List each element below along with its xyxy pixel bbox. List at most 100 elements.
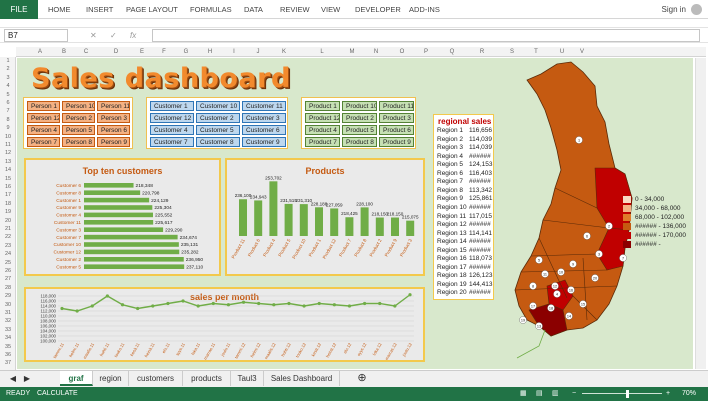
- column-header-M[interactable]: M: [349, 49, 355, 55]
- product-bar[interactable]: [239, 199, 247, 236]
- tab-data[interactable]: DATA: [244, 5, 263, 14]
- sign-in-link[interactable]: Sign in: [661, 5, 686, 14]
- row-header-26[interactable]: 26: [4, 268, 12, 274]
- row-header-15[interactable]: 15: [4, 175, 12, 182]
- map-marker[interactable]: [553, 290, 561, 298]
- row-header-37[interactable]: 37: [4, 360, 12, 367]
- map-marker[interactable]: [529, 302, 537, 310]
- monthly-sales-point[interactable]: [75, 309, 79, 313]
- status-calculate[interactable]: CALCULATE: [37, 390, 78, 397]
- row-header-18[interactable]: 18: [4, 200, 12, 207]
- avatar[interactable]: [691, 4, 702, 15]
- scroll-right-icon[interactable]: ▶: [23, 374, 31, 383]
- person-slicer-item[interactable]: Person 11: [97, 101, 130, 111]
- product-bar[interactable]: [269, 181, 278, 236]
- product-slicer-item[interactable]: Product 4: [305, 125, 340, 135]
- column-header-T[interactable]: T: [534, 49, 538, 55]
- customer-slicer-item[interactable]: Customer 5: [196, 125, 240, 135]
- map-marker[interactable]: [547, 304, 555, 312]
- monthly-sales-point[interactable]: [363, 301, 367, 306]
- vertical-scrollbar[interactable]: [695, 58, 706, 369]
- person-slicer-item[interactable]: Person 2: [62, 113, 95, 123]
- row-header-29[interactable]: 29: [4, 293, 12, 300]
- zoom-in-icon[interactable]: +: [666, 390, 671, 397]
- row-header-33[interactable]: 33: [4, 326, 12, 333]
- product-slicer-item[interactable]: Product 2: [342, 113, 377, 123]
- worksheet-grid[interactable]: Sales dashboard Person 1 Person 10 Person …: [17, 58, 693, 369]
- customer-bar[interactable]: [84, 234, 178, 240]
- monthly-sales-point[interactable]: [393, 304, 397, 308]
- product-bar[interactable]: [315, 207, 323, 236]
- monthly-sales-point[interactable]: [196, 304, 200, 308]
- person-slicer-item[interactable]: Person 12: [27, 113, 60, 123]
- monthly-sales-point[interactable]: [90, 304, 94, 308]
- sheet-tab-graf[interactable]: graf: [60, 371, 93, 386]
- product-slicer-item[interactable]: Product 12: [305, 113, 340, 123]
- row-header-19[interactable]: 19: [4, 209, 12, 216]
- tab-page-layout[interactable]: PAGE LAYOUT: [126, 5, 178, 14]
- row-header-6[interactable]: 6: [6, 100, 10, 106]
- row-header-11[interactable]: 11: [5, 142, 11, 148]
- row-header-16[interactable]: 16: [4, 184, 12, 190]
- map-marker[interactable]: [605, 222, 613, 230]
- monthly-sales-point[interactable]: [272, 303, 276, 307]
- customer-bar[interactable]: [84, 249, 180, 255]
- row-header-12[interactable]: 12: [4, 150, 12, 157]
- monthly-sales-point[interactable]: [60, 306, 64, 311]
- customer-slicer-item[interactable]: Customer 9: [242, 137, 286, 147]
- sheet-tab-products[interactable]: products: [183, 371, 231, 386]
- zoom-out-icon[interactable]: −: [572, 390, 577, 397]
- product-bar[interactable]: [345, 217, 354, 236]
- row-header-7[interactable]: 7: [6, 108, 10, 115]
- row-header-14[interactable]: 14: [4, 167, 12, 174]
- monthly-sales-point[interactable]: [105, 294, 109, 298]
- monthly-sales-point[interactable]: [151, 304, 155, 308]
- map-marker[interactable]: [551, 282, 559, 290]
- row-header-3[interactable]: 3: [6, 74, 10, 81]
- product-slicer-item[interactable]: Product 11: [379, 101, 414, 111]
- column-header-N[interactable]: N: [373, 49, 379, 55]
- column-header-B[interactable]: B: [61, 49, 66, 55]
- normal-view-icon[interactable]: ▦: [520, 390, 527, 397]
- customer-slicer-item[interactable]: Customer 12: [150, 113, 194, 123]
- enter-icon[interactable]: ✓: [110, 31, 117, 40]
- map-marker[interactable]: [541, 270, 549, 278]
- column-header-E[interactable]: E: [139, 49, 144, 55]
- product-slicer-item[interactable]: Product 3: [379, 113, 414, 123]
- monthly-sales-point[interactable]: [226, 303, 231, 307]
- row-header-21[interactable]: 21: [4, 226, 12, 232]
- customer-slicer-item[interactable]: Customer 2: [196, 113, 240, 123]
- customer-bar[interactable]: [84, 205, 153, 210]
- column-header-V[interactable]: V: [579, 49, 584, 55]
- product-bar[interactable]: [360, 207, 369, 236]
- customer-slicer-item[interactable]: Customer 11: [242, 101, 286, 111]
- person-slicer-item[interactable]: Person 6: [97, 125, 130, 135]
- monthly-sales-point[interactable]: [332, 303, 336, 307]
- monthly-sales-point[interactable]: [257, 301, 261, 306]
- map-marker[interactable]: [569, 260, 577, 268]
- product-bar[interactable]: [406, 220, 415, 236]
- row-header-9[interactable]: 9: [6, 125, 10, 132]
- tab-insert[interactable]: INSERT: [86, 5, 114, 14]
- row-header-4[interactable]: 4: [6, 83, 10, 90]
- map-marker[interactable]: [575, 136, 583, 144]
- product-bar[interactable]: [284, 203, 293, 236]
- cancel-icon[interactable]: ✕: [90, 31, 97, 40]
- zoom-slider-thumb[interactable]: [626, 390, 629, 398]
- page-layout-view-icon[interactable]: ▤: [536, 390, 543, 397]
- row-header-31[interactable]: 31: [4, 310, 12, 316]
- row-header-28[interactable]: 28: [4, 284, 12, 291]
- monthly-sales-point[interactable]: [317, 301, 321, 306]
- customer-slicer-item[interactable]: Customer 6: [242, 125, 286, 135]
- monthly-sales-point[interactable]: [408, 293, 412, 297]
- map-marker[interactable]: [565, 312, 573, 320]
- map-marker[interactable]: [579, 300, 587, 308]
- product-slicer-item[interactable]: Product 7: [305, 137, 340, 147]
- customer-bar[interactable]: [84, 220, 154, 225]
- customer-slicer-item[interactable]: Customer 3: [242, 113, 286, 123]
- map-marker[interactable]: [567, 286, 575, 294]
- sheet-tab-region[interactable]: region: [93, 371, 129, 386]
- column-header-H[interactable]: H: [207, 49, 213, 55]
- row-header-36[interactable]: 36: [4, 352, 12, 358]
- customer-bar[interactable]: [84, 197, 150, 203]
